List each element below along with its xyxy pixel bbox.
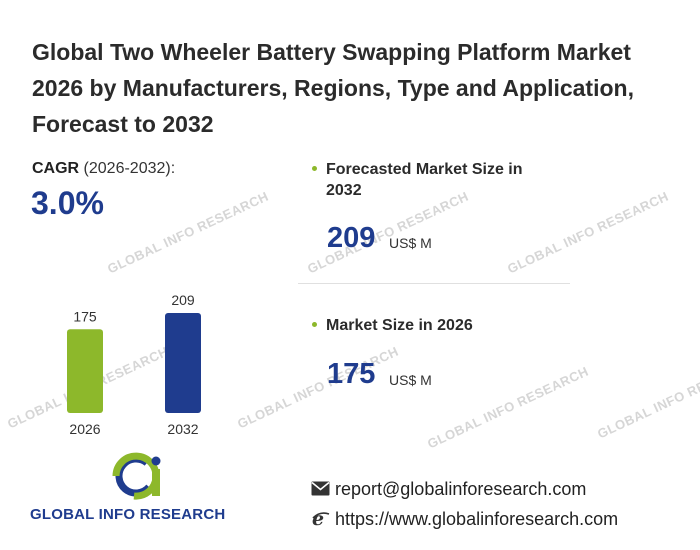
- web-browser-icon: e: [312, 509, 330, 528]
- bar-2026: [67, 329, 103, 413]
- forecast-unit: US$ M: [389, 235, 432, 251]
- watermark-text: GLOBAL INFO RESEARCH: [105, 188, 271, 277]
- cagr-label-bold: CAGR: [32, 160, 80, 177]
- bar-2032: [165, 313, 201, 413]
- contact-website[interactable]: https://www.globalinforesearch.com: [335, 509, 619, 529]
- email-icon: [311, 481, 330, 496]
- data-label-2026: 175: [73, 308, 97, 324]
- forecast-label: Forecasted Market Size in 2032: [326, 161, 523, 199]
- cagr-value: 3.0%: [31, 185, 104, 221]
- watermark-text: GLOBAL INFO RESEARCH: [505, 188, 671, 277]
- bar-chart: 175 2026 209 2032: [67, 292, 201, 437]
- svg-text:e: e: [312, 509, 324, 528]
- current-unit: US$ M: [389, 372, 432, 388]
- forecast-value: 209: [327, 222, 376, 254]
- cagr-label-period: (2026-2032):: [79, 160, 176, 177]
- cagr-label: CAGR (2026-2032):: [32, 160, 175, 178]
- tick-label-2032: 2032: [167, 421, 198, 437]
- logo-text: GLOBAL INFO RESEARCH: [30, 506, 226, 523]
- logo-icon: [112, 452, 161, 500]
- watermark-text: GLOBAL INFO RESEARCH: [235, 343, 401, 432]
- watermark-text: GLOBAL INFO RESEARCH: [595, 353, 700, 442]
- page-title: Global Two Wheeler Battery Swapping Plat…: [32, 39, 634, 137]
- contact-email[interactable]: report@globalinforesearch.com: [335, 479, 587, 499]
- divider: [298, 283, 570, 284]
- current-label: Market Size in 2026: [326, 317, 473, 334]
- watermark-text: GLOBAL INFO RESEARCH: [425, 363, 591, 452]
- bullet-icon: [312, 166, 317, 171]
- tick-label-2026: 2026: [69, 421, 100, 437]
- bullet-icon: [312, 322, 317, 327]
- data-label-2032: 209: [171, 292, 195, 308]
- current-value: 175: [327, 358, 376, 390]
